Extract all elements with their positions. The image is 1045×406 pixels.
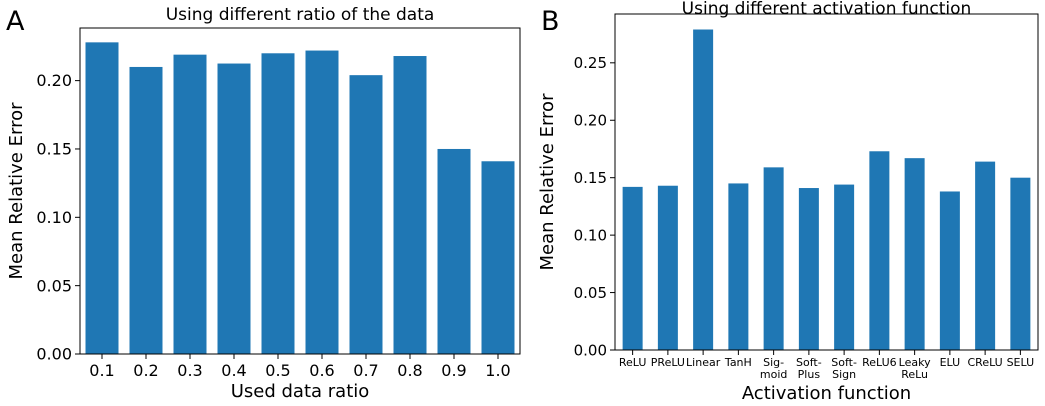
plot-frame xyxy=(79,27,521,355)
x-tick-label: 0.2 xyxy=(133,361,158,380)
bar xyxy=(217,63,251,354)
x-tick-label: 0.3 xyxy=(177,361,202,380)
y-tick-label: 0.00 xyxy=(574,341,607,359)
chart-title: Using different ratio of the data xyxy=(166,5,435,25)
x-tick-label: 0.1 xyxy=(89,361,114,380)
panel-letter: B xyxy=(541,6,560,37)
bar xyxy=(393,56,427,354)
x-tick-label: 0.8 xyxy=(397,361,422,380)
x-tick-label: 0.7 xyxy=(353,361,378,380)
x-tick-label: Leaky ReLu xyxy=(899,356,931,381)
bar xyxy=(349,75,383,355)
y-tick-label: 0.20 xyxy=(36,71,72,90)
bar xyxy=(173,54,207,355)
bar xyxy=(129,66,163,354)
bar xyxy=(904,158,925,350)
bar xyxy=(657,185,678,350)
x-tick-label: PReLU xyxy=(651,356,685,369)
bar xyxy=(261,53,295,355)
chart-panel-a: 0.00 0.05 0.10 0.15 0.20 0.1 0.2 0.3 0.4 0.5 0.6 0.… xyxy=(6,5,521,402)
y-tick-label: 0.25 xyxy=(574,54,607,72)
x-tick-label: 1.0 xyxy=(485,361,510,380)
bar xyxy=(622,186,643,350)
y-tick-label: 0.15 xyxy=(574,169,607,187)
y-tick-label: 0.05 xyxy=(574,284,607,302)
y-tick-label: 0.00 xyxy=(36,345,72,364)
bar xyxy=(693,29,714,351)
bar xyxy=(763,167,784,350)
bar xyxy=(798,188,819,350)
y-tick-label: 0.05 xyxy=(36,276,72,295)
y-tick-label: 0.20 xyxy=(574,112,607,130)
x-tick-label: 0.9 xyxy=(441,361,466,380)
y-tick-label: 0.15 xyxy=(36,140,72,159)
bar xyxy=(728,183,749,350)
x-tick-label: ReLU6 xyxy=(862,356,897,369)
bar xyxy=(939,191,960,350)
y-axis-label: Mean Relative Error xyxy=(6,102,27,280)
x-tick-label: Soft-Plus xyxy=(796,356,822,381)
bar xyxy=(869,151,890,350)
chart-title: Using different activation function xyxy=(682,0,972,19)
x-tick-label: Linear xyxy=(686,356,721,369)
x-tick-label: Soft-Sign xyxy=(831,356,857,381)
bar xyxy=(85,42,119,354)
plot-frame xyxy=(614,13,1039,351)
bar xyxy=(481,161,515,354)
x-axis-label: Activation function xyxy=(742,383,911,404)
x-axis-label: Used data ratio xyxy=(231,381,370,402)
x-tick-label: CReLU xyxy=(968,356,1003,369)
y-tick-label: 0.10 xyxy=(574,226,607,244)
x-tick-label: 0.4 xyxy=(221,361,246,380)
x-tick-label: ELU xyxy=(940,356,961,369)
bar xyxy=(305,50,339,354)
x-tick-label: TanH xyxy=(724,356,752,369)
x-tick-label: Sig-moid xyxy=(760,356,787,381)
x-tick-label: SELU xyxy=(1007,356,1035,369)
bar xyxy=(834,184,855,350)
bar xyxy=(437,148,471,354)
chart-panel-b: 0.00 0.05 0.10 0.15 0.20 0.25 ReLU PReLU Linear T… xyxy=(537,0,1039,404)
x-tick-label: 0.6 xyxy=(309,361,334,380)
panel-letter: A xyxy=(6,6,25,37)
x-tick-label: 0.5 xyxy=(265,361,290,380)
y-tick-label: 0.10 xyxy=(36,208,72,227)
bar xyxy=(1010,177,1031,350)
bar xyxy=(975,161,996,350)
y-axis-label: Mean Relative Error xyxy=(537,93,558,271)
x-tick-label: ReLU xyxy=(619,356,647,369)
